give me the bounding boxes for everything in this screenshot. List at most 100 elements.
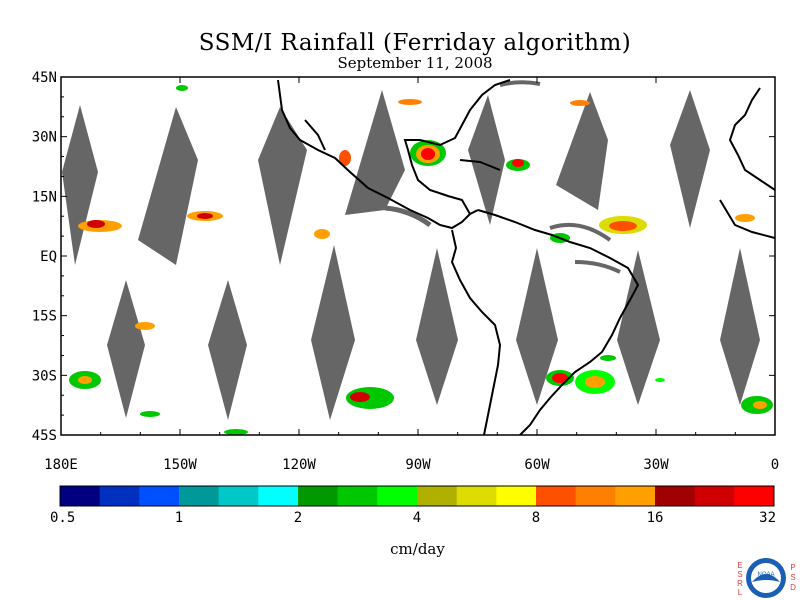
swath-gap [311, 245, 355, 420]
rain-patch [575, 370, 615, 394]
rain-patch [546, 370, 574, 386]
lat-tick-label: 45N [32, 70, 57, 86]
swath-edge [499, 80, 541, 87]
colorbar-swatch [734, 486, 775, 506]
rain-patch [570, 100, 590, 106]
coastlines [277, 79, 775, 435]
coastline-west-africa [719, 199, 775, 239]
colorbar-frame [59, 485, 775, 507]
colorbar-swatch [615, 486, 656, 506]
lat-tick-label: 15N [32, 189, 57, 205]
rain-patch [741, 396, 773, 414]
colorbar-swatch [337, 486, 378, 506]
svg-text:P: P [790, 563, 795, 572]
colorbar-label: 32 [759, 510, 776, 526]
lon-tick-label: 60W [524, 457, 550, 473]
units-label: cm/day [390, 540, 445, 558]
rain-patch [599, 216, 647, 234]
rain-patch [735, 214, 755, 222]
psd-letters: P S D [790, 563, 796, 592]
coastline-north-america [277, 79, 479, 230]
rain-patch [224, 429, 248, 435]
rain-patch [176, 85, 188, 91]
swath-gap [720, 248, 760, 405]
colorbar-swatch [536, 486, 577, 506]
longitude-ticks: 180E 150W 120W 90W 60W 30W 0 [44, 77, 779, 473]
colorbar: 0.5 1 2 4 8 16 32 [50, 485, 776, 526]
svg-text:S: S [737, 570, 742, 579]
coastline-south-america-west [450, 229, 502, 435]
rain-patch [600, 355, 616, 361]
colorbar-swatch [496, 486, 537, 506]
colorbar-label: 0.5 [50, 510, 75, 526]
colorbar-swatch [258, 486, 299, 506]
swath-gap [138, 107, 198, 265]
rain-patch [135, 322, 155, 330]
rainfall-patches [69, 85, 773, 435]
swath-gap [107, 280, 145, 418]
rain-patch [187, 211, 223, 221]
rain-patch [655, 378, 665, 382]
noaa-bird [752, 574, 780, 582]
colorbar-swatch [179, 486, 220, 506]
lon-tick-label: 90W [405, 457, 431, 473]
rain-patch [346, 387, 394, 409]
rain-patch [78, 220, 122, 232]
svg-text:D: D [790, 583, 796, 592]
colorbar-label: 8 [532, 510, 540, 526]
colorbar-swatch [694, 486, 735, 506]
noaa-text: NOAA [757, 572, 774, 578]
swath-gap [208, 280, 247, 420]
colorbar-swatch [456, 486, 497, 506]
rain-patch [314, 229, 330, 239]
noaa-logo: E S R L NOAA P S D [737, 558, 796, 598]
map-subtitle: September 11, 2008 [337, 54, 493, 72]
svg-text:L: L [738, 588, 743, 597]
colorbar-label: 2 [294, 510, 302, 526]
svg-text:R: R [737, 579, 743, 588]
colorbar-swatch [377, 486, 418, 506]
colorbar-swatch [417, 486, 458, 506]
colorbar-label: 4 [413, 510, 421, 526]
swath-gap [556, 92, 608, 210]
coastline-south-america [477, 209, 640, 435]
lon-tick-label: 180E [44, 457, 78, 473]
svg-text:E: E [737, 561, 742, 570]
colorbar-label: 1 [175, 510, 183, 526]
colorbar-swatch [655, 486, 696, 506]
colorbar-swatch [298, 486, 339, 506]
lon-tick-label: 120W [282, 457, 316, 473]
rain-patch [398, 99, 422, 105]
colorbar-swatch [218, 486, 259, 506]
swath-gap [617, 250, 660, 405]
swath-gap [416, 248, 458, 405]
swath-gap [468, 95, 505, 225]
lat-tick-label: 30N [32, 130, 57, 146]
colorbar-swatch [99, 486, 140, 506]
coastline-africa [728, 87, 775, 191]
no-data-swaths [62, 80, 760, 420]
lon-tick-label: 30W [643, 457, 669, 473]
colorbar-swatch [575, 486, 616, 506]
swath-edge [549, 222, 612, 242]
rain-patch [506, 159, 530, 171]
colorbar-swatch [60, 486, 101, 506]
coastline-cuba [459, 159, 501, 171]
lat-tick-label: 15S [32, 309, 57, 325]
swath-gap [62, 105, 98, 265]
rain-patch [339, 150, 351, 166]
swath-edge [384, 205, 432, 228]
swath-gap [516, 248, 558, 405]
latitude-ticks: 45N 30N 15N EQ 15S 30S 45S [32, 70, 775, 444]
coastline-gulf-mexico [403, 79, 511, 215]
lon-tick-label: 0 [771, 457, 779, 473]
lat-tick-label: 30S [32, 368, 57, 384]
svg-text:S: S [790, 573, 795, 582]
rain-patch [410, 140, 446, 166]
colorbar-swatch [139, 486, 180, 506]
rainfall-map: 45N 30N 15N EQ 15S 30S 45S 180E 150W 120W 90W 60W 3… [32, 70, 780, 526]
lat-tick-label: EQ [40, 249, 57, 265]
rain-patch [140, 411, 160, 417]
swath-gap [258, 107, 307, 265]
esrl-letters: E S R L [737, 561, 743, 597]
